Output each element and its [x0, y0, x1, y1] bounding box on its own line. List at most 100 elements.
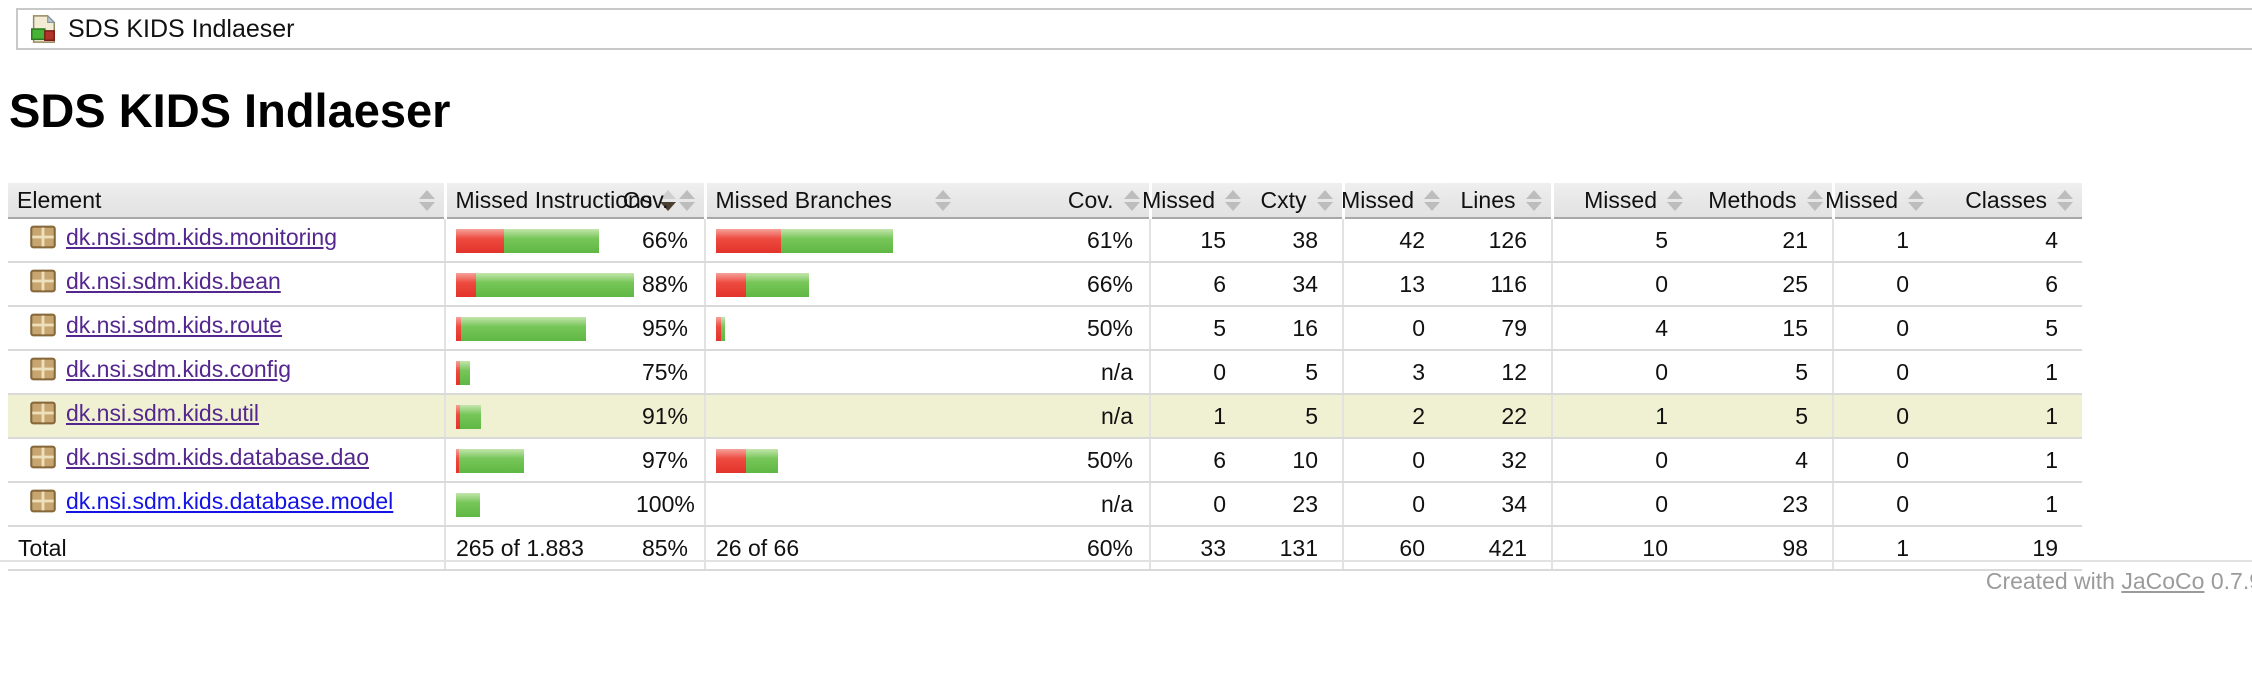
col-header-methods[interactable]: Methods [1692, 183, 1833, 219]
col-header-classes[interactable]: Classes [1933, 183, 2082, 219]
instr-cov-value: 75% [635, 350, 705, 395]
lines-value: 116 [1449, 262, 1552, 307]
missed-methods-value: 4 [1551, 306, 1692, 351]
package-cell: dk.nsi.sdm.kids.monitoring [8, 218, 445, 263]
instr-bar-cell [444, 394, 635, 439]
sort-icon [1424, 189, 1440, 211]
col-header-lines[interactable]: Lines [1449, 183, 1552, 219]
lines-value: 126 [1449, 218, 1552, 263]
missed-cxty-value: 5 [1149, 306, 1250, 351]
missed-bar [716, 273, 746, 298]
methods-value: 4 [1692, 438, 1833, 483]
classes-value: 1 [1933, 482, 2082, 527]
col-header-branch_bar[interactable]: Missed Branches [703, 183, 960, 219]
footer: Created with JaCoCo 0.7.9 [1986, 568, 2252, 595]
total-element: Total [8, 526, 445, 571]
package-row: dk.nsi.sdm.kids.monitoring 66% 61% 15 38 42 12… [8, 218, 2082, 263]
total-instr-cov: 85% [635, 526, 705, 571]
total-classes: 19 [1933, 526, 2082, 571]
sort-icon [1908, 189, 1924, 211]
package-link[interactable]: dk.nsi.sdm.kids.config [66, 355, 291, 382]
missed-bar [716, 317, 721, 342]
missed-methods-value: 0 [1551, 262, 1692, 307]
instr-bar-cell [444, 482, 635, 527]
sort-icon [1225, 189, 1241, 211]
package-cell: dk.nsi.sdm.kids.config [8, 350, 445, 395]
instr-bar-cell [444, 218, 635, 263]
jacoco-link[interactable]: JaCoCo [2121, 568, 2205, 594]
branch-cov-value: 50% [960, 438, 1150, 483]
classes-value: 4 [1933, 218, 2082, 263]
total-methods: 98 [1692, 526, 1833, 571]
methods-value: 15 [1692, 306, 1833, 351]
package-row: dk.nsi.sdm.kids.database.model 100% n/a 0 23… [8, 482, 2082, 527]
instr-bar-cell [444, 306, 635, 351]
cxty-value: 34 [1250, 262, 1343, 307]
col-header-cxty[interactable]: Cxty [1250, 183, 1343, 219]
missed-methods-value: 0 [1551, 350, 1692, 395]
lines-value: 22 [1449, 394, 1552, 439]
branch-bar-cell [704, 482, 960, 527]
sort-icon [418, 189, 435, 211]
sort-icon [1806, 189, 1823, 211]
package-link[interactable]: dk.nsi.sdm.kids.database.dao [66, 443, 370, 470]
branch-cov-value: n/a [960, 350, 1150, 395]
instr-cov-value: 100% [635, 482, 705, 527]
lines-value: 32 [1449, 438, 1552, 483]
cxty-value: 16 [1250, 306, 1343, 351]
package-link[interactable]: dk.nsi.sdm.kids.route [66, 311, 283, 338]
missed-cxty-value: 6 [1149, 262, 1250, 307]
missed-bar [456, 317, 461, 342]
col-header-label: Missed [1825, 186, 1898, 213]
col-header-missed_classes[interactable]: Missed [1825, 183, 1933, 219]
total-row: Total 265 of 1.883 85% 26 of 66 60% 33 131 60 42… [8, 526, 2082, 571]
col-header-label: Missed [1584, 186, 1657, 213]
col-header-label: Methods [1708, 186, 1797, 213]
footer-divider [0, 560, 2252, 562]
coverage-table: Element Missed Instructions Cov. Missed Bra… [8, 183, 2082, 571]
package-icon [28, 310, 58, 340]
missed-methods-value: 5 [1551, 218, 1692, 263]
branch-cov-value: 66% [960, 262, 1150, 307]
package-link[interactable]: dk.nsi.sdm.kids.database.model [66, 487, 394, 514]
col-header-missed_cxty[interactable]: Missed [1142, 183, 1250, 219]
report-icon [28, 14, 58, 44]
col-header-instr_cov[interactable]: Cov. [623, 183, 705, 219]
covered-bar [459, 449, 524, 474]
col-header-instr_bar[interactable]: Missed Instructions [443, 183, 677, 219]
col-header-label: Element [17, 186, 102, 213]
col-header-element[interactable]: Element [8, 183, 445, 219]
instr-bar-cell [444, 438, 635, 483]
col-header-label: Classes [1965, 186, 2047, 213]
package-icon [28, 486, 58, 516]
missed-classes-value: 0 [1832, 482, 1933, 527]
sort-icon [1123, 189, 1140, 211]
branch-bar-cell [704, 306, 960, 351]
package-link[interactable]: dk.nsi.sdm.kids.monitoring [66, 223, 337, 250]
missed-bar [456, 229, 504, 254]
cxty-value: 5 [1250, 350, 1343, 395]
missed-cxty-value: 6 [1149, 438, 1250, 483]
sort-icon [2057, 189, 2073, 211]
package-icon [28, 222, 58, 252]
branch-cov-value: n/a [960, 482, 1150, 527]
package-link[interactable]: dk.nsi.sdm.kids.bean [66, 267, 281, 294]
total-missed-lines: 60 [1342, 526, 1449, 571]
col-header-branch_cov[interactable]: Cov. [960, 183, 1150, 219]
footer-prefix: Created with [1985, 568, 2115, 594]
col-header-missed_methods[interactable]: Missed [1550, 183, 1692, 219]
branch-bar-cell [704, 438, 960, 483]
instr-cov-value: 97% [635, 438, 705, 483]
missed-classes-value: 0 [1832, 306, 1933, 351]
classes-value: 1 [1933, 438, 2082, 483]
missed-bar [716, 229, 781, 254]
col-header-label: Missed [1341, 186, 1414, 213]
package-link[interactable]: dk.nsi.sdm.kids.util [66, 399, 260, 426]
instr-cov-value: 88% [635, 262, 705, 307]
methods-value: 23 [1692, 482, 1833, 527]
cxty-value: 38 [1250, 218, 1343, 263]
lines-value: 34 [1449, 482, 1552, 527]
missed-classes-value: 0 [1832, 438, 1933, 483]
covered-bar [461, 317, 586, 342]
col-header-missed_lines[interactable]: Missed [1341, 183, 1449, 219]
